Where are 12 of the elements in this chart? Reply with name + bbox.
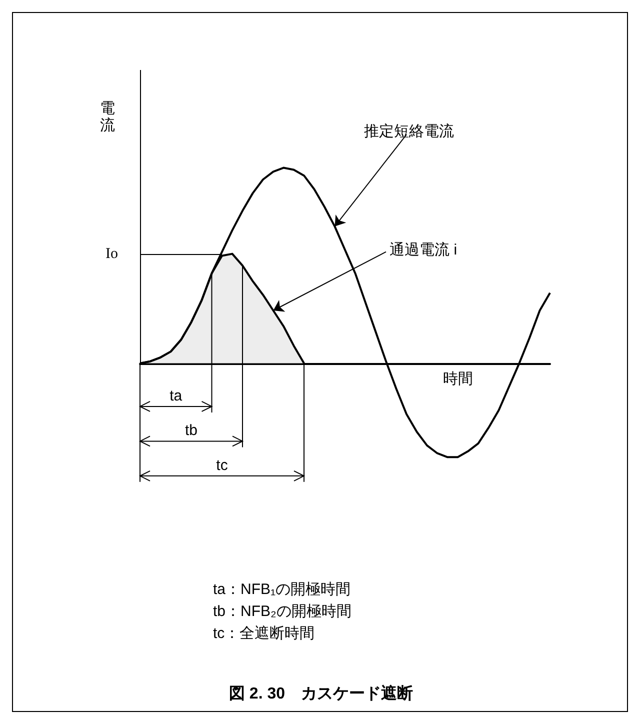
ref-line-label: Io <box>106 246 118 262</box>
annotation: tc <box>216 456 228 474</box>
x-axis-title: 時間 <box>442 370 473 388</box>
y-axis-title: 電流 <box>100 100 115 134</box>
text: tc：全遮断時間 <box>213 625 315 642</box>
text: ta：NFB₁の開極時間 <box>213 581 351 598</box>
text: 図 2. 30 カスケード遮断 <box>228 684 414 702</box>
annotation: tb <box>184 422 198 440</box>
annotation: ta <box>170 387 183 404</box>
text: 推定短絡電流 <box>364 122 454 140</box>
text: 通過電流 i <box>390 241 458 258</box>
text: tb：NFB₂の開極時間 <box>213 603 352 620</box>
